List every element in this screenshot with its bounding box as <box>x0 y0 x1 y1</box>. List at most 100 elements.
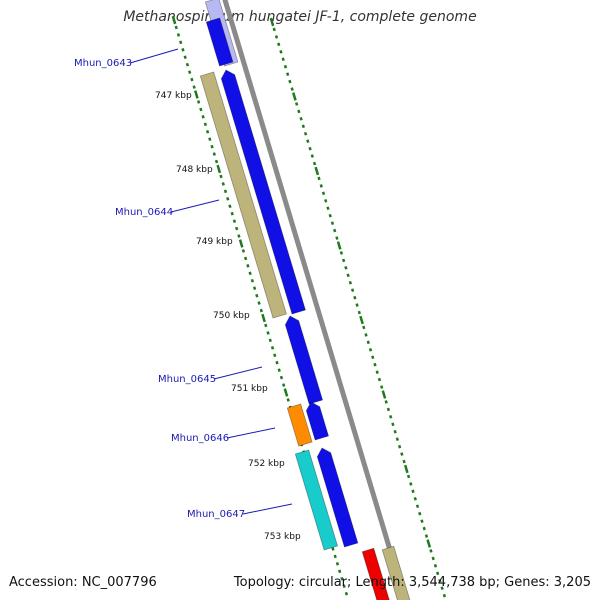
scale-label: 751 kbp <box>231 384 268 394</box>
inner-tick <box>203 122 207 127</box>
gene-label[interactable]: Mhun_0646 <box>171 433 229 444</box>
outer-tick <box>397 444 402 449</box>
gene-olive-feature-2[interactable] <box>381 545 412 600</box>
inner-tick <box>188 70 192 74</box>
inner-tick <box>279 375 284 380</box>
inner-tick <box>199 107 203 112</box>
outer-tick <box>348 280 352 285</box>
inner-tick <box>171 15 177 25</box>
gene-mhun-0643[interactable] <box>205 17 234 67</box>
outer-tick <box>269 17 275 27</box>
outer-tick <box>442 593 447 598</box>
outer-tick <box>384 400 388 404</box>
gene-label-leader <box>170 199 220 213</box>
outer-tick <box>415 504 420 509</box>
gene-red-feature[interactable] <box>361 547 392 600</box>
inner-tick <box>216 164 222 174</box>
outer-tick <box>386 407 391 412</box>
inner-tick <box>342 584 346 588</box>
outer-tick <box>395 437 400 441</box>
inner-tick <box>248 271 252 276</box>
inner-tick <box>190 77 194 82</box>
outer-tick <box>283 64 288 69</box>
scale-label: 747 kbp <box>155 91 192 101</box>
outer-tick <box>330 221 335 225</box>
inner-tick <box>266 331 270 335</box>
outer-tick <box>328 213 332 218</box>
inner-tick <box>270 346 275 350</box>
gene-labels[interactable]: Mhun_0643 Mhun_0644 Mhun_0645 Mhun_0646 Mhun… <box>74 48 293 520</box>
outer-tick <box>424 534 429 538</box>
inner-tick <box>194 90 199 99</box>
inner-tick <box>283 388 289 397</box>
inner-tick <box>333 554 337 559</box>
outer-tick <box>375 370 379 374</box>
inner-tick <box>228 204 232 209</box>
gene-label[interactable]: Mhun_0643 <box>74 58 132 69</box>
outer-tick <box>433 564 438 568</box>
inner-tick <box>275 360 279 365</box>
outer-tick <box>402 459 406 464</box>
scale-label: 753 kbp <box>264 532 301 542</box>
outer-tick <box>299 117 303 121</box>
gene-features[interactable] <box>199 0 412 600</box>
inner-tick <box>181 48 185 52</box>
gene-mhun-0647[interactable] <box>316 447 359 548</box>
scale-label: 748 kbp <box>176 165 213 175</box>
gene-mhun-0646-blue[interactable] <box>305 401 330 441</box>
gene-label[interactable]: Mhun_0647 <box>187 509 245 520</box>
inner-tick <box>226 197 230 201</box>
inner-tick <box>250 278 254 283</box>
outer-tick <box>350 288 355 292</box>
inner-tick <box>210 144 214 149</box>
inner-tick <box>264 323 268 328</box>
outer-tick <box>336 241 342 250</box>
outer-tick <box>342 258 346 263</box>
outer-tick <box>389 415 393 419</box>
gene-label[interactable]: Mhun_0645 <box>158 374 216 385</box>
inner-tick <box>214 159 219 164</box>
gene-label-leader <box>226 427 276 439</box>
outer-tick <box>371 355 375 360</box>
inner-tick <box>219 174 223 179</box>
outer-tick <box>303 131 308 136</box>
outer-tick <box>339 251 344 255</box>
outer-tick <box>409 482 413 486</box>
outer-tick <box>321 191 326 196</box>
inner-tick <box>286 398 290 402</box>
gene-cyan-feature[interactable] <box>294 449 339 551</box>
outer-tick <box>403 464 409 474</box>
inner-tick <box>230 211 234 216</box>
inner-tick <box>246 264 250 268</box>
outer-tick <box>380 385 384 389</box>
accession-text: Accession: NC_007796 <box>9 575 157 590</box>
gene-label[interactable]: Mhun_0644 <box>115 207 173 218</box>
outer-tick <box>314 166 320 176</box>
scale-label: 752 kbp <box>248 459 285 469</box>
inner-tick <box>340 576 344 581</box>
outer-tick <box>326 206 330 211</box>
inner-tick <box>252 286 257 290</box>
outer-tick <box>366 340 370 345</box>
outer-tick <box>355 303 359 307</box>
gene-mhun-0645[interactable] <box>284 315 324 405</box>
outer-tick <box>286 72 290 76</box>
inner-tick <box>196 100 201 104</box>
outer-tick <box>344 266 348 270</box>
gene-label-leader <box>213 366 263 380</box>
inner-tick <box>261 313 266 323</box>
outer-tick <box>306 139 310 143</box>
inner-tick <box>273 353 277 358</box>
inner-tick <box>335 562 340 566</box>
outer-tick <box>411 489 415 494</box>
gene-olive-feature[interactable] <box>199 71 287 319</box>
gene-mhun-0644[interactable] <box>220 69 306 315</box>
outer-tick <box>393 429 397 434</box>
outer-tick <box>440 586 444 590</box>
outer-tick <box>281 57 285 62</box>
inner-tick <box>282 383 286 387</box>
inner-tick <box>244 256 248 261</box>
gene-orange-feature[interactable] <box>286 403 313 447</box>
outer-tick <box>364 333 368 337</box>
